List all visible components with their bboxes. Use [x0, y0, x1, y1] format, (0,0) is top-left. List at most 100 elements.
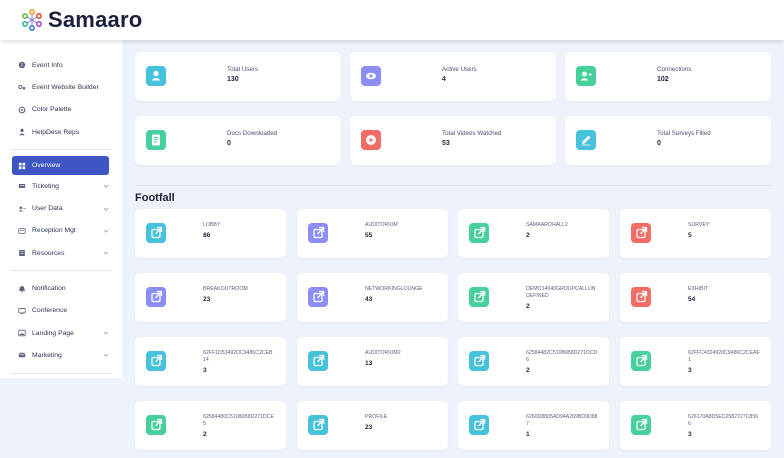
door-enter-icon	[469, 223, 489, 243]
footfall-value: 86	[203, 232, 211, 239]
footfall-value: 13	[365, 360, 373, 367]
footfall-title: Footfall	[135, 192, 175, 204]
footfall-card[interactable]: PROFILE 23	[297, 401, 448, 450]
users-icon-glyph	[18, 206, 26, 212]
sidebar-item-label: Event Website Builder	[32, 83, 99, 91]
user-icon-glyph	[151, 70, 161, 81]
footfall-card[interactable]: 626170A8D5EC2582727C8566 3	[620, 401, 771, 450]
samaaro-logo-icon[interactable]	[20, 8, 44, 32]
door-enter-icon	[631, 287, 651, 307]
sidebar-item-label: Event Info	[32, 61, 63, 69]
footfall-card[interactable]: 62584480C51086B8D271DCE5 2	[135, 401, 286, 450]
door-enter-glyph	[636, 290, 648, 303]
sidebar-item-resources[interactable]: Resources	[0, 242, 122, 264]
door-enter-glyph	[313, 226, 325, 239]
conference-icon-glyph	[18, 307, 26, 314]
footfall-label: 62584482C51086B8D271DCD6	[526, 350, 598, 363]
pencil-icon	[576, 130, 596, 150]
stat-card[interactable]: Total Users 130	[135, 52, 341, 101]
chevron-down-icon	[103, 207, 109, 211]
stat-card[interactable]: Docs Downloaded 0	[135, 116, 341, 165]
sidebar-item-label: User Data	[32, 205, 63, 213]
sidebar-item-event-website-builder[interactable]: Event Website Builder	[0, 76, 122, 98]
door-enter-glyph	[474, 226, 486, 239]
info-icon	[18, 61, 26, 69]
builder-icon	[18, 83, 26, 91]
sidebar-item-landing-page[interactable]: Landing Page	[0, 322, 122, 344]
stat-card[interactable]: Total Surveys Filled 0	[565, 116, 771, 165]
footfall-card[interactable]: NETWORKINGLOUNGE 43	[297, 273, 448, 322]
sidebar-item-event-info[interactable]: Event Info	[0, 54, 122, 76]
chevron-down-icon	[103, 229, 109, 233]
chevron-down-icon	[103, 251, 109, 255]
play-icon-glyph	[366, 135, 376, 145]
footfall-label: NETWORKINGLOUNGE	[365, 286, 423, 292]
sidebar-item-label: Overview	[32, 162, 61, 170]
info-icon-glyph	[18, 61, 26, 69]
ticket-icon	[18, 182, 26, 190]
sidebar-item-label: Reception Mgt	[32, 227, 76, 235]
stat-value: 0	[227, 140, 231, 147]
person-icon-glyph	[19, 128, 25, 136]
footfall-card[interactable]: BREAKOUTROOM 23	[135, 273, 286, 322]
sidebar-item-user-data[interactable]: User Data	[0, 197, 122, 219]
sidebar-divider	[10, 149, 112, 151]
ticket-icon-glyph	[18, 184, 26, 189]
landing-icon	[18, 329, 26, 337]
sidebar-divider	[10, 270, 112, 272]
door-enter-icon	[308, 223, 328, 243]
footfall-card[interactable]: 6260D8805AD94A269BD9D887 1	[458, 401, 609, 450]
sidebar-item-label: Conference	[32, 307, 68, 315]
landing-icon-glyph	[18, 329, 26, 337]
sidebar-item-label: Landing Page	[32, 329, 74, 337]
stat-card[interactable]: Active Users 4	[350, 52, 556, 101]
footfall-label: 62FFC4324920C9486C2CEAF1	[688, 350, 760, 363]
sidebar-item-helpdesk-reps[interactable]: HelpDesk Reps	[0, 121, 122, 143]
marketing-icon-glyph	[18, 353, 26, 358]
footfall-card[interactable]: 62FFC4324920C9486C2CEAF1 3	[620, 337, 771, 386]
footfall-label: SAMAAROHALL2	[526, 222, 568, 228]
footfall-card[interactable]: 62584482C51086B8D271DCD6 2	[458, 337, 609, 386]
door-enter-icon	[146, 351, 166, 371]
person-icon	[18, 128, 26, 136]
sidebar-item-conference[interactable]: Conference	[0, 300, 122, 322]
sidebar-item-ticketing[interactable]: Ticketing	[0, 175, 122, 197]
footfall-card[interactable]: SAMAAROHALL2 2	[458, 209, 609, 258]
footfall-value: 1	[526, 431, 530, 438]
stat-label: Connections	[657, 66, 692, 73]
sidebar-item-marketing[interactable]: Marketing	[0, 344, 122, 366]
stat-card[interactable]: Total Videos Watched 53	[350, 116, 556, 165]
users-icon	[18, 205, 26, 213]
sidebar-item-label: Marketing	[32, 351, 62, 359]
footfall-card[interactable]: DEMO14040GROUPCALLUNDEFINED 2	[458, 273, 609, 322]
play-icon	[361, 130, 381, 150]
footfall-card[interactable]: EXHIBIT 54	[620, 273, 771, 322]
footfall-card[interactable]: LOBBY 86	[135, 209, 286, 258]
door-enter-glyph	[636, 354, 648, 367]
footfall-card[interactable]: SURVEY 5	[620, 209, 771, 258]
brand-name[interactable]: Samaaro	[48, 7, 143, 32]
sidebar-item-reception-mgt[interactable]: Reception Mgt	[0, 220, 122, 242]
stat-card[interactable]: Connections 102	[565, 52, 771, 101]
footfall-value: 23	[365, 424, 373, 431]
footfall-value: 2	[203, 431, 207, 438]
resources-icon	[18, 249, 26, 257]
palette-icon	[18, 106, 26, 114]
reception-icon	[18, 227, 26, 235]
footfall-value: 2	[526, 367, 530, 374]
document-icon-glyph	[152, 134, 160, 146]
sidebar-item-color-palette[interactable]: Color Palette	[0, 99, 122, 121]
footfall-card[interactable]: 62FF1D53492DC9486C2CEB14 3	[135, 337, 286, 386]
footfall-card[interactable]: AUDITORIUM 55	[297, 209, 448, 258]
footfall-card[interactable]: AUDITORIUM2 13	[297, 337, 448, 386]
footfall-label: 626170A8D5EC2582727C8566	[688, 414, 759, 427]
chevron-down-icon	[103, 354, 109, 358]
footfall-label: PROFILE	[365, 414, 388, 420]
footfall-label: LOBBY	[203, 222, 221, 228]
door-enter-icon	[631, 223, 651, 243]
door-enter-icon	[469, 287, 489, 307]
sidebar-item-overview[interactable]: Overview	[12, 156, 109, 176]
door-enter-glyph	[151, 418, 163, 431]
sidebar-item-notification[interactable]: Notification	[0, 277, 122, 299]
footfall-value: 5	[688, 232, 692, 239]
